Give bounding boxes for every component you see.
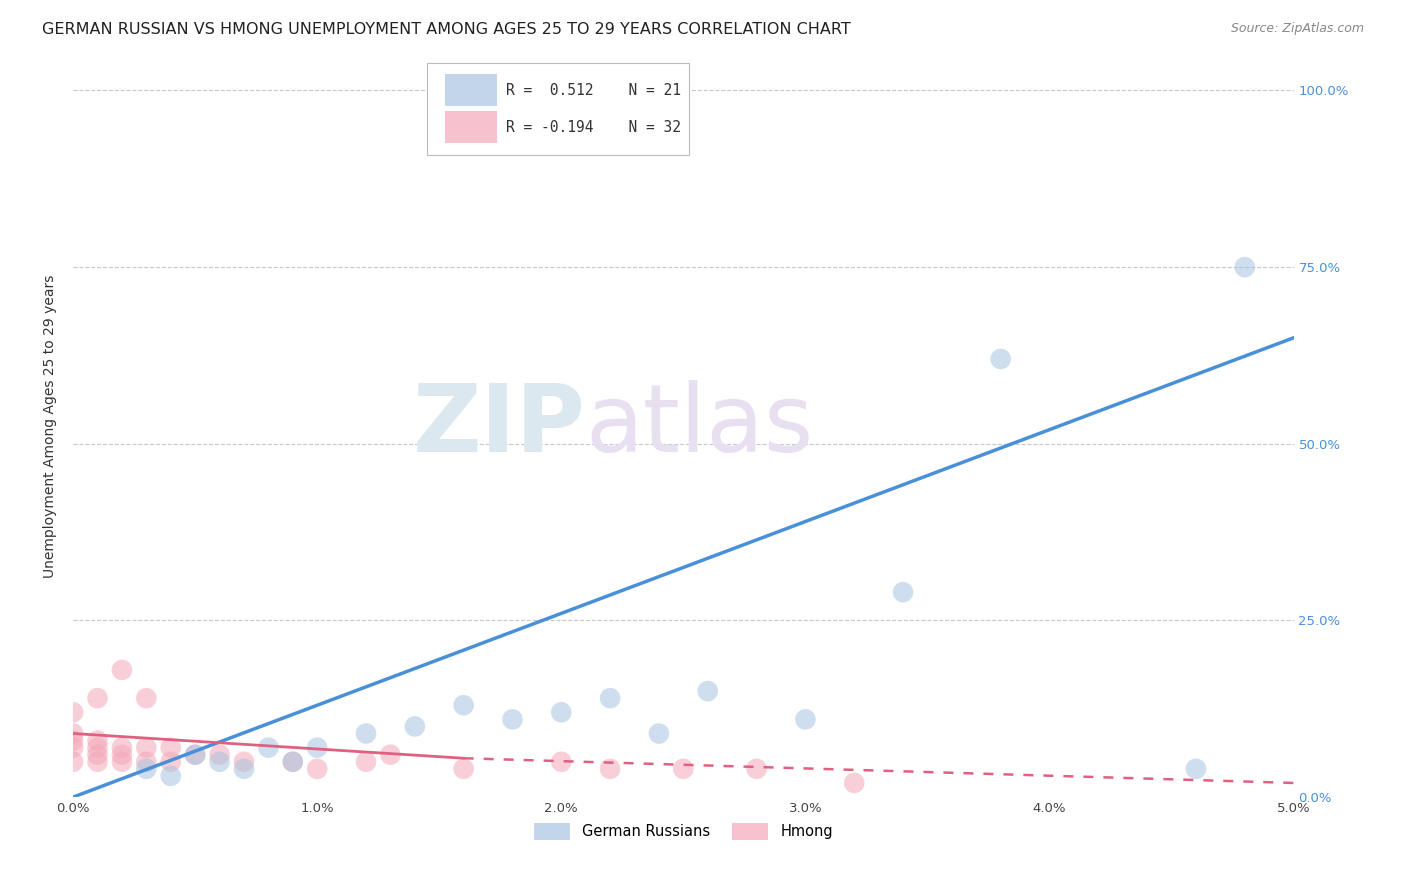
Point [354,726,377,740]
Point [111,755,134,769]
Point [62,740,84,755]
Point [111,663,134,677]
Point [62,755,84,769]
Point [891,585,914,599]
Point [599,691,621,706]
Text: R =  0.512    N = 21: R = 0.512 N = 21 [506,83,682,97]
Point [672,762,695,776]
Point [453,762,475,776]
Point [380,747,402,762]
Point [135,755,157,769]
Point [184,747,207,762]
Point [233,755,256,769]
FancyBboxPatch shape [446,74,496,106]
Point [62,706,84,720]
Point [307,740,329,755]
Point [135,740,157,755]
Point [135,762,157,776]
Text: Source: ZipAtlas.com: Source: ZipAtlas.com [1230,22,1364,36]
Point [86,747,108,762]
Point [159,769,181,783]
Point [550,755,572,769]
Point [111,740,134,755]
Point [86,691,108,706]
FancyBboxPatch shape [427,62,689,155]
Point [404,719,426,733]
Point [86,733,108,747]
Point [86,755,108,769]
Point [86,740,108,755]
Point [550,706,572,720]
Y-axis label: Unemployment Among Ages 25 to 29 years: Unemployment Among Ages 25 to 29 years [44,275,58,578]
Point [501,712,523,726]
Text: R = -0.194    N = 32: R = -0.194 N = 32 [506,120,682,135]
Point [794,712,817,726]
Point [990,351,1012,366]
Point [135,691,157,706]
Point [159,755,181,769]
Point [844,776,866,790]
Point [111,747,134,762]
Point [1233,260,1256,274]
Text: GERMAN RUSSIAN VS HMONG UNEMPLOYMENT AMONG AGES 25 TO 29 YEARS CORRELATION CHART: GERMAN RUSSIAN VS HMONG UNEMPLOYMENT AMO… [42,22,851,37]
Point [184,747,207,762]
Point [453,698,475,713]
Point [159,740,181,755]
Text: ZIP: ZIP [413,380,586,472]
Text: atlas: atlas [586,380,814,472]
Point [648,726,671,740]
Point [281,755,304,769]
Legend: German Russians, Hmong: German Russians, Hmong [529,817,838,846]
Point [745,762,768,776]
Point [208,747,231,762]
Point [1185,762,1208,776]
Point [257,740,280,755]
Point [62,733,84,747]
Point [599,762,621,776]
Point [307,762,329,776]
Point [208,755,231,769]
Point [233,762,256,776]
Point [696,684,718,698]
Point [62,726,84,740]
Point [281,755,304,769]
Point [354,755,377,769]
FancyBboxPatch shape [446,111,496,144]
